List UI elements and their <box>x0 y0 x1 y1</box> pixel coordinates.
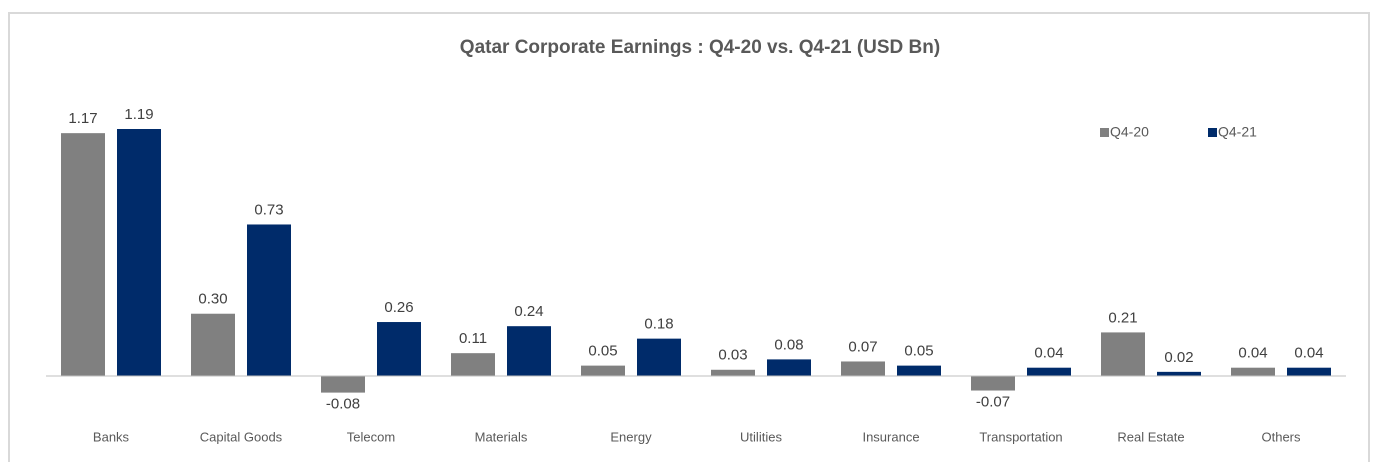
data-label: 1.17 <box>68 110 97 127</box>
data-label: 0.18 <box>644 316 673 333</box>
bar <box>507 326 551 376</box>
data-label: 0.07 <box>848 338 877 355</box>
bar <box>971 376 1015 391</box>
legend-swatch <box>1100 128 1109 137</box>
chart-title: Qatar Corporate Earnings : Q4-20 vs. Q4-… <box>460 37 940 58</box>
data-label: 0.30 <box>198 291 227 308</box>
bar <box>1231 367 1275 376</box>
data-label: 0.26 <box>384 299 413 316</box>
data-label: 0.04 <box>1034 345 1063 362</box>
bar <box>61 133 105 376</box>
data-label: -0.08 <box>326 396 360 413</box>
bar <box>321 376 365 393</box>
bar <box>191 313 235 376</box>
x-tick-label: Energy <box>610 429 652 444</box>
x-tick-label: Banks <box>93 429 130 444</box>
data-label: 0.21 <box>1108 309 1137 326</box>
data-label: 0.04 <box>1238 345 1267 362</box>
legend-label: Q4-20 <box>1110 124 1149 140</box>
data-label: 0.05 <box>904 343 933 360</box>
x-tick-label: Others <box>1261 429 1301 444</box>
bar <box>767 359 811 376</box>
bar <box>247 224 291 376</box>
x-tick-label: Real Estate <box>1117 429 1184 444</box>
data-label: 0.24 <box>514 303 543 320</box>
bar <box>1027 367 1071 376</box>
data-label: 0.02 <box>1164 349 1193 366</box>
data-label: 1.19 <box>124 106 153 123</box>
data-label: 0.11 <box>459 330 487 347</box>
bar <box>1101 332 1145 376</box>
x-tick-label: Capital Goods <box>200 429 283 444</box>
bar <box>451 353 495 376</box>
legend-swatch <box>1208 128 1217 137</box>
chart-frame <box>8 12 1370 462</box>
data-label: 0.03 <box>718 347 747 364</box>
x-tick-label: Insurance <box>862 429 919 444</box>
data-label: 0.04 <box>1294 345 1323 362</box>
bar <box>581 365 625 376</box>
x-tick-label: Materials <box>475 429 528 444</box>
data-label: -0.07 <box>976 393 1010 410</box>
data-label: 0.05 <box>588 343 617 360</box>
bar <box>637 338 681 376</box>
data-label: 0.73 <box>254 201 283 218</box>
bar <box>377 322 421 376</box>
bar <box>1287 367 1331 376</box>
bar <box>897 365 941 376</box>
data-label: 0.08 <box>774 336 803 353</box>
bar <box>117 129 161 376</box>
legend-label: Q4-21 <box>1218 124 1257 140</box>
bar <box>841 361 885 376</box>
x-tick-label: Transportation <box>979 429 1062 444</box>
bar <box>711 369 755 376</box>
x-tick-label: Utilities <box>740 429 782 444</box>
bar <box>1157 371 1201 376</box>
x-tick-label: Telecom <box>347 429 395 444</box>
